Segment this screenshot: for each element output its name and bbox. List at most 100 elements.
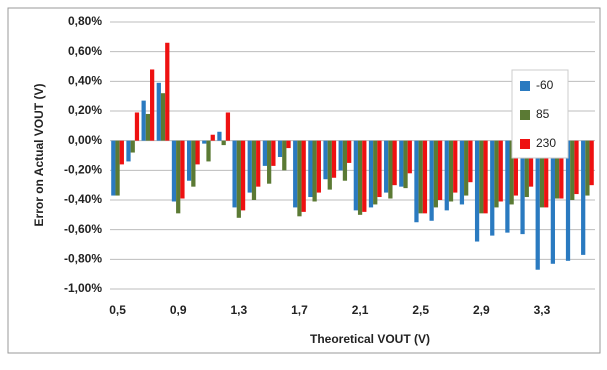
bar — [468, 140, 473, 183]
x-axis-title: Theoretical VOUT (V) — [310, 332, 430, 346]
bar — [293, 140, 298, 208]
y-tick-label: -0,80% — [64, 252, 102, 266]
bar — [160, 93, 166, 141]
bar — [271, 140, 276, 166]
legend-label: -60 — [536, 78, 554, 92]
bar — [165, 42, 170, 141]
legend-label: 85 — [536, 107, 550, 121]
bar — [505, 140, 510, 233]
bar — [384, 140, 389, 193]
bar — [156, 82, 161, 141]
bar — [236, 140, 241, 218]
y-tick-label: -0,40% — [64, 192, 102, 206]
bar — [362, 140, 367, 212]
bar — [585, 140, 590, 196]
bar — [414, 140, 419, 223]
bar — [494, 140, 499, 208]
bar — [282, 140, 287, 171]
y-tick-label: -0,20% — [64, 163, 102, 177]
bar — [312, 140, 317, 202]
bar — [528, 140, 534, 187]
bar — [444, 140, 449, 211]
bar — [191, 140, 196, 187]
y-tick-label: 0,20% — [68, 103, 102, 117]
bar — [262, 140, 268, 166]
bar — [316, 140, 321, 193]
bar — [206, 140, 211, 162]
legend-swatch — [520, 110, 530, 120]
bar — [141, 100, 146, 141]
bar — [479, 140, 484, 214]
bar — [392, 140, 397, 186]
legend-label: 230 — [536, 136, 556, 150]
bar — [373, 140, 378, 205]
bar — [126, 140, 131, 162]
bar — [418, 140, 423, 214]
bar — [232, 140, 237, 208]
bar — [251, 140, 257, 200]
bar — [286, 140, 291, 149]
bar — [308, 140, 313, 198]
bar — [119, 140, 124, 165]
x-tick-label: 2,9 — [473, 303, 490, 317]
y-tick-label: 0,60% — [68, 44, 102, 58]
bar — [134, 112, 140, 141]
bar — [490, 140, 495, 236]
x-tick-label: 2,1 — [352, 303, 369, 317]
bar — [403, 140, 408, 189]
bar — [301, 140, 306, 212]
bar — [464, 140, 469, 196]
bar — [539, 140, 545, 208]
bar — [277, 140, 283, 157]
y-axis-title: Error on Actual VOUT (V) — [32, 84, 46, 227]
bar — [130, 140, 135, 153]
bar — [448, 140, 454, 202]
bar — [221, 140, 226, 146]
bar — [498, 140, 503, 202]
bar — [429, 140, 434, 221]
bar — [210, 134, 215, 141]
bar — [509, 140, 514, 205]
bar — [256, 140, 261, 187]
y-tick-label: -0,60% — [64, 222, 102, 236]
bar — [422, 140, 428, 214]
bar — [589, 140, 594, 186]
legend-swatch — [520, 139, 530, 149]
x-tick-label: 3,3 — [534, 303, 551, 317]
bar — [247, 140, 252, 193]
bar — [535, 140, 540, 270]
bar — [217, 131, 222, 141]
x-tick-label: 1,3 — [230, 303, 247, 317]
bar — [115, 140, 120, 196]
bar — [145, 113, 151, 141]
bar — [550, 140, 555, 264]
bar — [554, 140, 560, 199]
bar — [574, 140, 579, 195]
legend-swatch — [520, 81, 530, 91]
y-tick-label: 0,00% — [68, 133, 102, 147]
bar — [225, 112, 231, 141]
bar — [459, 140, 465, 205]
x-tick-label: 2,5 — [412, 303, 429, 317]
bar — [327, 140, 332, 190]
bar — [171, 140, 177, 202]
bar — [338, 140, 343, 171]
bar — [240, 140, 246, 211]
bar — [513, 140, 519, 196]
bar — [407, 140, 412, 174]
bar — [544, 140, 549, 208]
bar — [399, 140, 404, 187]
bar — [176, 140, 181, 214]
y-tick-label: 0,40% — [68, 74, 102, 88]
bar — [342, 140, 348, 181]
bar — [437, 140, 443, 200]
bar — [202, 140, 207, 144]
bar — [570, 140, 575, 200]
bar — [581, 140, 586, 255]
x-tick-label: 0,5 — [109, 303, 126, 317]
bar — [474, 140, 480, 242]
bar — [483, 140, 488, 214]
bar — [520, 140, 525, 235]
bar — [150, 69, 155, 141]
